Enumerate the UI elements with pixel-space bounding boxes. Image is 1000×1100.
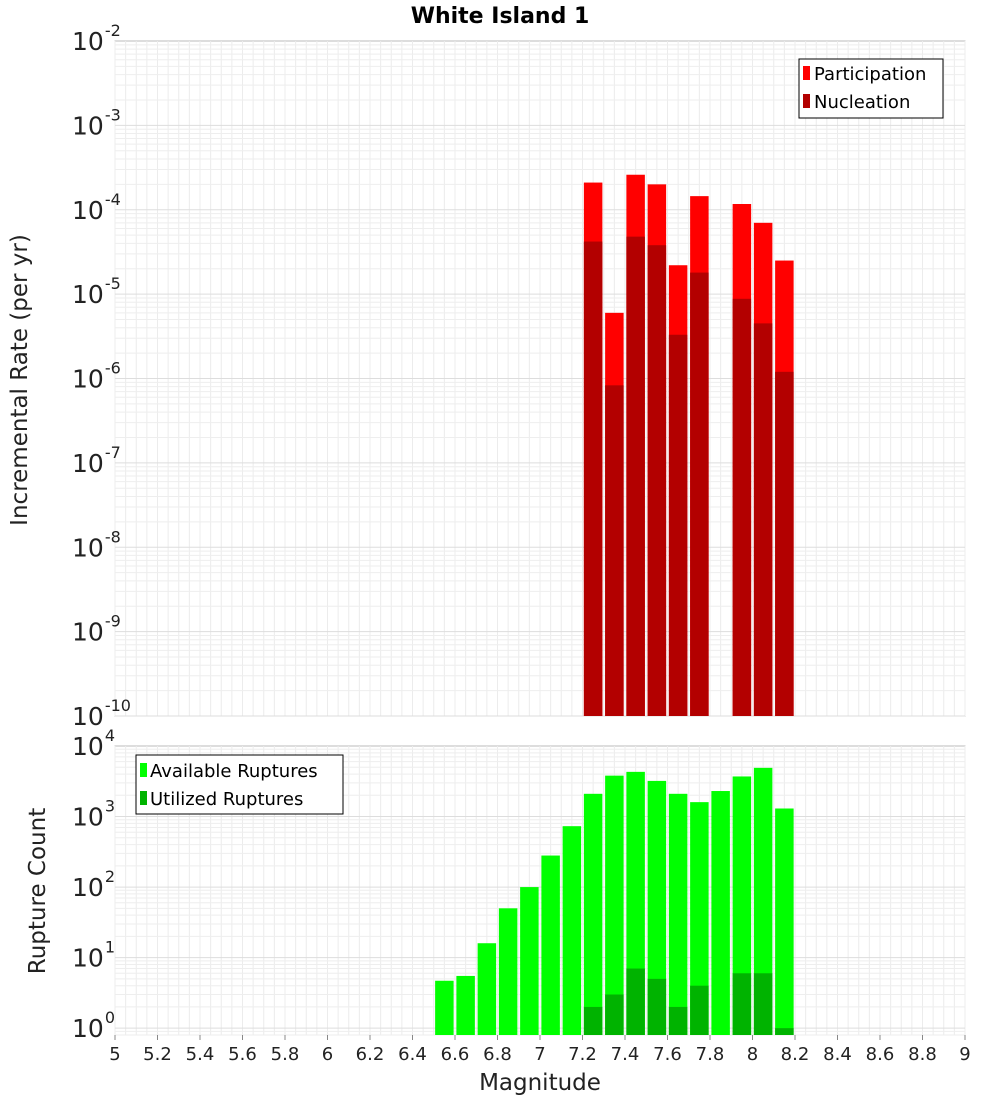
count-bar-a — [690, 802, 709, 1035]
y-tick-label: 101 — [72, 938, 115, 973]
count-bar-a — [562, 826, 582, 1035]
count-bar-a — [711, 791, 730, 1035]
x-tick-label: 8.2 — [781, 1044, 810, 1065]
count-bar-b — [775, 1028, 794, 1035]
count-bar-b — [605, 994, 624, 1035]
count-bar-a — [668, 793, 688, 1035]
x-tick-label: 8.8 — [908, 1044, 937, 1065]
count-bar-b — [626, 968, 645, 1035]
x-tick-label: 6.2 — [356, 1044, 385, 1065]
count-bar-a — [775, 808, 794, 1035]
rate-legend: Participation Nucleation — [798, 58, 944, 119]
count-bar-a — [647, 780, 667, 1035]
y-tick-label: 10-5 — [72, 274, 121, 309]
x-tick-label: 6.8 — [483, 1044, 512, 1065]
rate-grid — [114, 41, 966, 717]
count-bar-b — [647, 978, 667, 1035]
count-bar-a — [583, 793, 603, 1035]
x-tick-label: 8.4 — [823, 1044, 852, 1065]
count-bar-a — [605, 775, 624, 1035]
x-tick-label: 7.6 — [653, 1044, 682, 1065]
count-bar-a — [435, 980, 454, 1035]
x-tick-label: 8.6 — [866, 1044, 895, 1065]
legend-swatch-utilized — [140, 791, 147, 805]
x-tick-label: 7.8 — [696, 1044, 725, 1065]
chart-title: White Island 1 — [411, 4, 590, 29]
count-y-axis-label: Rupture Count — [25, 808, 51, 974]
rate-bar-b — [583, 241, 603, 717]
rate-bar-b — [690, 272, 709, 716]
rate-legend-box — [798, 58, 944, 119]
count-bar-a — [477, 943, 497, 1035]
y-tick-label: 102 — [72, 867, 115, 902]
rate-bar-b — [626, 236, 645, 716]
y-tick-label: 10-6 — [72, 359, 121, 394]
x-tick-label: 6.4 — [398, 1044, 427, 1065]
count-bar-a — [732, 776, 752, 1035]
x-tick-label: 5.2 — [143, 1044, 172, 1065]
legend-label-nucleation: Nucleation — [814, 92, 910, 113]
count-bar-a — [520, 887, 539, 1035]
count-panel: 104 103 102 101 100 5 5.2 5.4 5.6 5.8 6 6.2 6.4 6.6 6… — [25, 726, 971, 1096]
x-tick-label: 5 — [109, 1044, 120, 1065]
rate-bars — [583, 174, 794, 717]
count-legend-box — [135, 754, 344, 815]
count-bar-a — [541, 855, 560, 1035]
y-tick-label: 10-3 — [72, 105, 121, 140]
x-tick-label: 6 — [322, 1044, 333, 1065]
count-bar-a — [456, 975, 475, 1035]
x-tick-label: 8 — [747, 1044, 758, 1065]
x-axis-label: Magnitude — [479, 1070, 601, 1096]
y-tick-label: 10-2 — [72, 21, 121, 56]
count-y-ticks: 104 103 102 101 100 — [72, 726, 115, 1043]
x-tick-label: 7.2 — [568, 1044, 597, 1065]
count-bar-b — [668, 1006, 688, 1035]
count-bar-b — [753, 973, 773, 1035]
rate-bar-b — [753, 323, 773, 716]
rate-panel: 10-2 10-3 10-4 10-5 10-6 10-7 10-8 10-9 10-10 In… — [7, 21, 966, 731]
count-bar-a — [753, 767, 773, 1035]
count-bar-a — [498, 908, 518, 1035]
x-tick-label: 7.4 — [611, 1044, 640, 1065]
x-tick-label: 5.4 — [186, 1044, 215, 1065]
count-legend: Available Ruptures Utilized Ruptures — [135, 754, 344, 815]
x-axis-ticks: 5 5.2 5.4 5.6 5.8 6 6.2 6.4 6.6 6.8 7 7.2 7.4 7.6 7.8 8… — [109, 1035, 971, 1065]
rate-bar-b — [647, 245, 667, 717]
count-bars — [435, 767, 794, 1035]
x-tick-label: 9 — [959, 1044, 970, 1065]
legend-swatch-nucleation — [803, 94, 810, 108]
x-tick-label: 6.6 — [441, 1044, 470, 1065]
y-tick-label: 100 — [72, 1008, 115, 1043]
rate-y-axis-label: Incremental Rate (per yr) — [7, 234, 33, 526]
legend-swatch-available — [140, 763, 147, 777]
legend-swatch-participation — [803, 66, 810, 80]
legend-label-participation: Participation — [814, 64, 926, 85]
x-tick-label: 5.6 — [228, 1044, 257, 1065]
x-tick-label: 5.8 — [271, 1044, 300, 1065]
y-tick-label: 10-7 — [72, 443, 121, 478]
y-tick-label: 10-10 — [72, 696, 131, 731]
rate-y-ticks: 10-2 10-3 10-4 10-5 10-6 10-7 10-8 10-9 10-10 — [72, 21, 131, 731]
legend-label-utilized: Utilized Ruptures — [150, 789, 303, 810]
y-tick-label: 104 — [72, 726, 115, 761]
rate-bar-b — [775, 371, 794, 716]
x-tick-label: 7 — [534, 1044, 545, 1065]
y-tick-label: 10-8 — [72, 527, 121, 562]
count-bar-b — [690, 985, 709, 1035]
y-tick-label: 103 — [72, 797, 115, 832]
count-bar-b — [583, 1006, 603, 1035]
y-tick-label: 10-4 — [72, 190, 121, 225]
y-tick-label: 10-9 — [72, 612, 121, 647]
rate-bar-b — [668, 334, 688, 716]
legend-label-available: Available Ruptures — [150, 761, 318, 782]
count-bar-b — [732, 973, 752, 1035]
rate-bar-b — [605, 385, 624, 716]
rate-bar-b — [732, 298, 752, 716]
